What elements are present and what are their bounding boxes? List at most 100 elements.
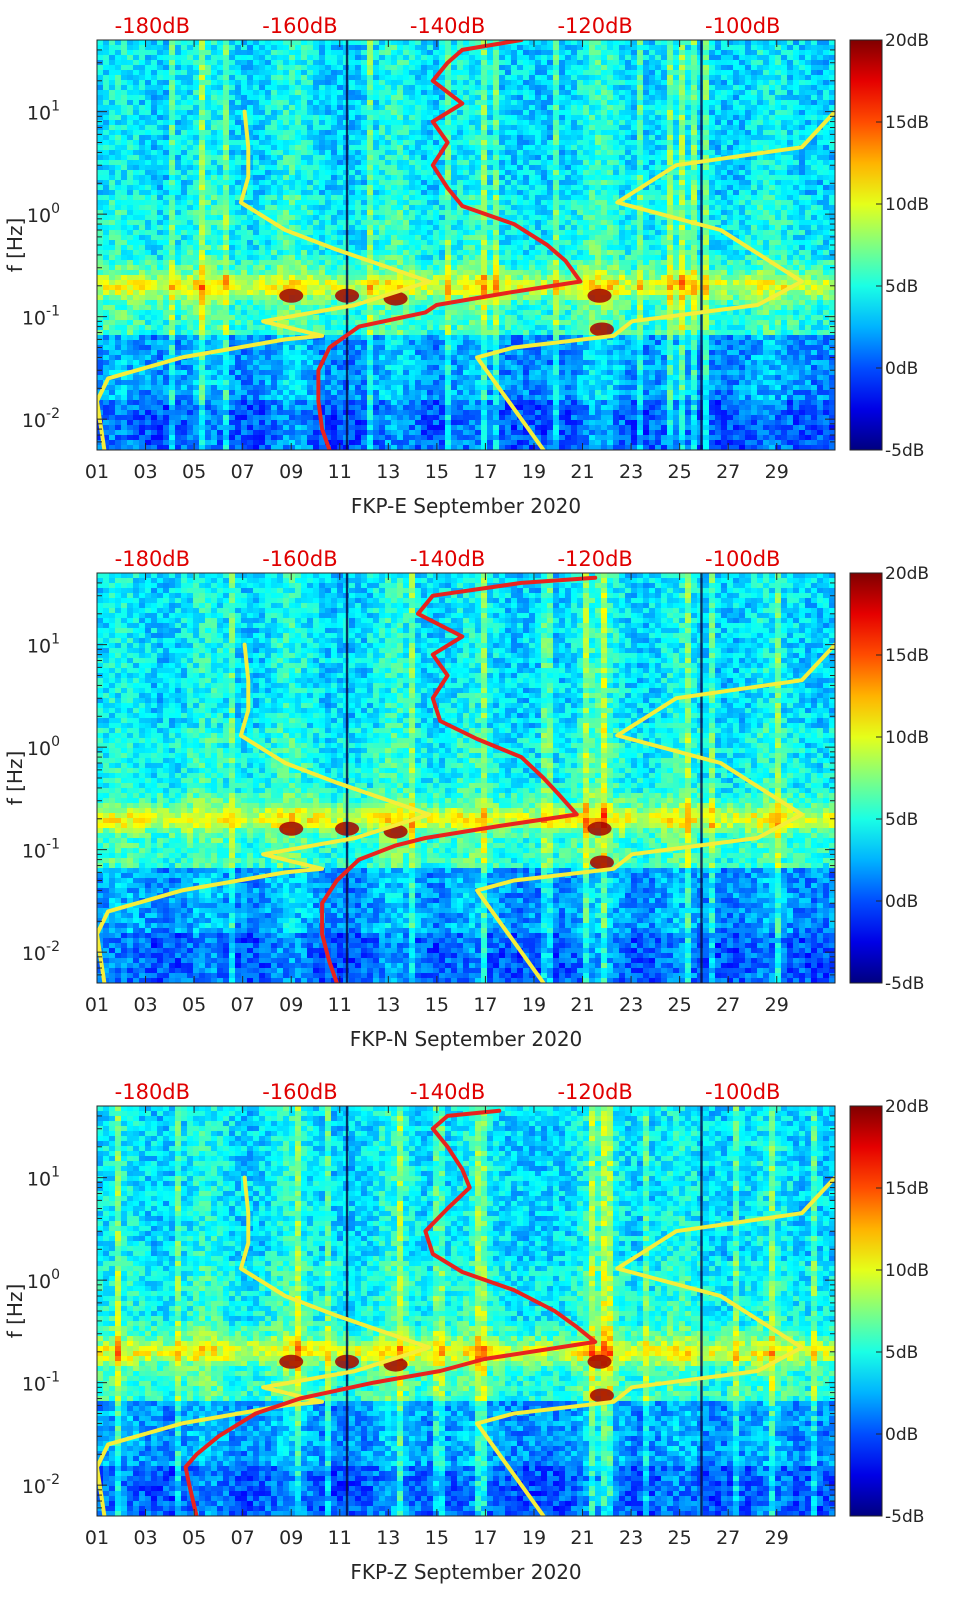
x-tick-label: 25	[668, 461, 692, 483]
x-tick-label: 13	[376, 461, 400, 483]
colorbar-tick-label: 10dB	[885, 1261, 929, 1281]
x-tick-label: 19	[522, 461, 546, 483]
colorbar-tick-label: 5dB	[885, 277, 918, 297]
y-tick-label: 100	[27, 734, 60, 760]
colorbar-tick-label: 15dB	[885, 1179, 929, 1199]
x-tick-label: 05	[182, 461, 206, 483]
x-tick-label: 19	[522, 1527, 546, 1549]
colorbar-tick-label: 0dB	[885, 1425, 918, 1445]
top-db-label: -180dB	[115, 547, 190, 571]
top-db-label: -100dB	[705, 547, 780, 571]
x-tick-label: 03	[133, 1527, 157, 1549]
spectrogram-panel-n: 01 03 05 07 09 11 13 15 17 19 21 23 25 27 29 FKP-N Sept…	[0, 533, 962, 1066]
spectrogram-svg: 01 03 05 07 09 11 13 15 17 19 21 23 25 27 29 FKP-N Sept…	[0, 533, 962, 1066]
x-axis-label: FKP-E September 2020	[351, 494, 581, 518]
x-tick-label: 17	[473, 461, 497, 483]
x-tick-label: 07	[231, 1527, 255, 1549]
x-tick-label: 27	[716, 994, 740, 1016]
y-tick-label: 101	[27, 1165, 60, 1191]
colorbar-tick-label: 0dB	[885, 892, 918, 912]
colorbar-tick-label: 5dB	[885, 810, 918, 830]
top-db-label: -160dB	[262, 1080, 337, 1104]
top-db-label: -120dB	[557, 547, 632, 571]
x-tick-label: 07	[231, 994, 255, 1016]
x-tick-label: 25	[668, 994, 692, 1016]
x-tick-label: 13	[376, 994, 400, 1016]
top-db-label: -160dB	[262, 547, 337, 571]
x-tick-label: 29	[765, 1527, 789, 1549]
colorbar-tick-label: 0dB	[885, 359, 918, 379]
x-tick-label: 01	[85, 994, 109, 1016]
x-tick-label: 15	[425, 1527, 449, 1549]
x-axis-label: FKP-Z September 2020	[350, 1560, 581, 1584]
x-tick-label: 27	[716, 1527, 740, 1549]
y-tick-label: 10-1	[22, 1370, 60, 1396]
y-tick-label: 10-1	[22, 837, 60, 863]
x-tick-label: 29	[765, 461, 789, 483]
x-tick-label: 17	[473, 994, 497, 1016]
colorbar-tick-label: 20dB	[885, 1097, 929, 1117]
x-tick-label: 03	[133, 461, 157, 483]
y-tick-label: 100	[27, 201, 60, 227]
y-axis-label: f [Hz]	[3, 1284, 27, 1339]
colorbar-tick-label: 20dB	[885, 31, 929, 51]
x-tick-label: 19	[522, 994, 546, 1016]
y-tick-label: 101	[27, 632, 60, 658]
colorbar	[850, 40, 882, 450]
x-tick-label: 21	[570, 994, 594, 1016]
x-tick-label: 05	[182, 994, 206, 1016]
colorbar-tick-label: 20dB	[885, 564, 929, 584]
colorbar-tick-label: -5dB	[885, 1507, 924, 1527]
spectrogram-heatmap	[97, 40, 836, 451]
colorbar-tick-label: 10dB	[885, 728, 929, 748]
y-axis-label: f [Hz]	[3, 218, 27, 273]
x-tick-label: 09	[279, 994, 303, 1016]
x-tick-label: 03	[133, 994, 157, 1016]
top-db-label: -160dB	[262, 14, 337, 38]
x-tick-label: 15	[425, 461, 449, 483]
y-tick-label: 100	[27, 1267, 60, 1293]
x-tick-label: 21	[570, 1527, 594, 1549]
colorbar-tick-label: 10dB	[885, 195, 929, 215]
spectrogram-heatmap	[97, 1106, 836, 1517]
colorbar-tick-label: 15dB	[885, 646, 929, 666]
x-tick-label: 01	[85, 1527, 109, 1549]
top-db-label: -100dB	[705, 1080, 780, 1104]
x-tick-label: 11	[328, 994, 352, 1016]
x-tick-label: 11	[328, 461, 352, 483]
y-tick-label: 101	[27, 99, 60, 125]
x-tick-label: 29	[765, 994, 789, 1016]
x-tick-label: 07	[231, 461, 255, 483]
x-tick-label: 25	[668, 1527, 692, 1549]
top-db-label: -180dB	[115, 14, 190, 38]
top-db-label: -140dB	[410, 14, 485, 38]
top-db-label: -140dB	[410, 547, 485, 571]
x-tick-label: 15	[425, 994, 449, 1016]
x-tick-label: 27	[716, 461, 740, 483]
y-tick-label: 10-2	[22, 406, 60, 432]
x-tick-label: 09	[279, 1527, 303, 1549]
x-tick-label: 23	[619, 994, 643, 1016]
colorbar	[850, 1106, 882, 1516]
x-tick-label: 05	[182, 1527, 206, 1549]
top-db-label: -100dB	[705, 14, 780, 38]
x-tick-label: 23	[619, 1527, 643, 1549]
colorbar	[850, 573, 882, 983]
colorbar-tick-label: -5dB	[885, 441, 924, 461]
colorbar-tick-label: -5dB	[885, 974, 924, 994]
y-tick-label: 10-1	[22, 304, 60, 330]
x-axis-label: FKP-N September 2020	[350, 1027, 583, 1051]
top-db-label: -120dB	[557, 14, 632, 38]
y-tick-label: 10-2	[22, 1472, 60, 1498]
x-tick-label: 01	[85, 461, 109, 483]
x-tick-label: 21	[570, 461, 594, 483]
x-tick-label: 17	[473, 1527, 497, 1549]
colorbar-tick-label: 15dB	[885, 113, 929, 133]
x-tick-label: 23	[619, 461, 643, 483]
x-tick-label: 13	[376, 1527, 400, 1549]
y-axis-label: f [Hz]	[3, 751, 27, 806]
